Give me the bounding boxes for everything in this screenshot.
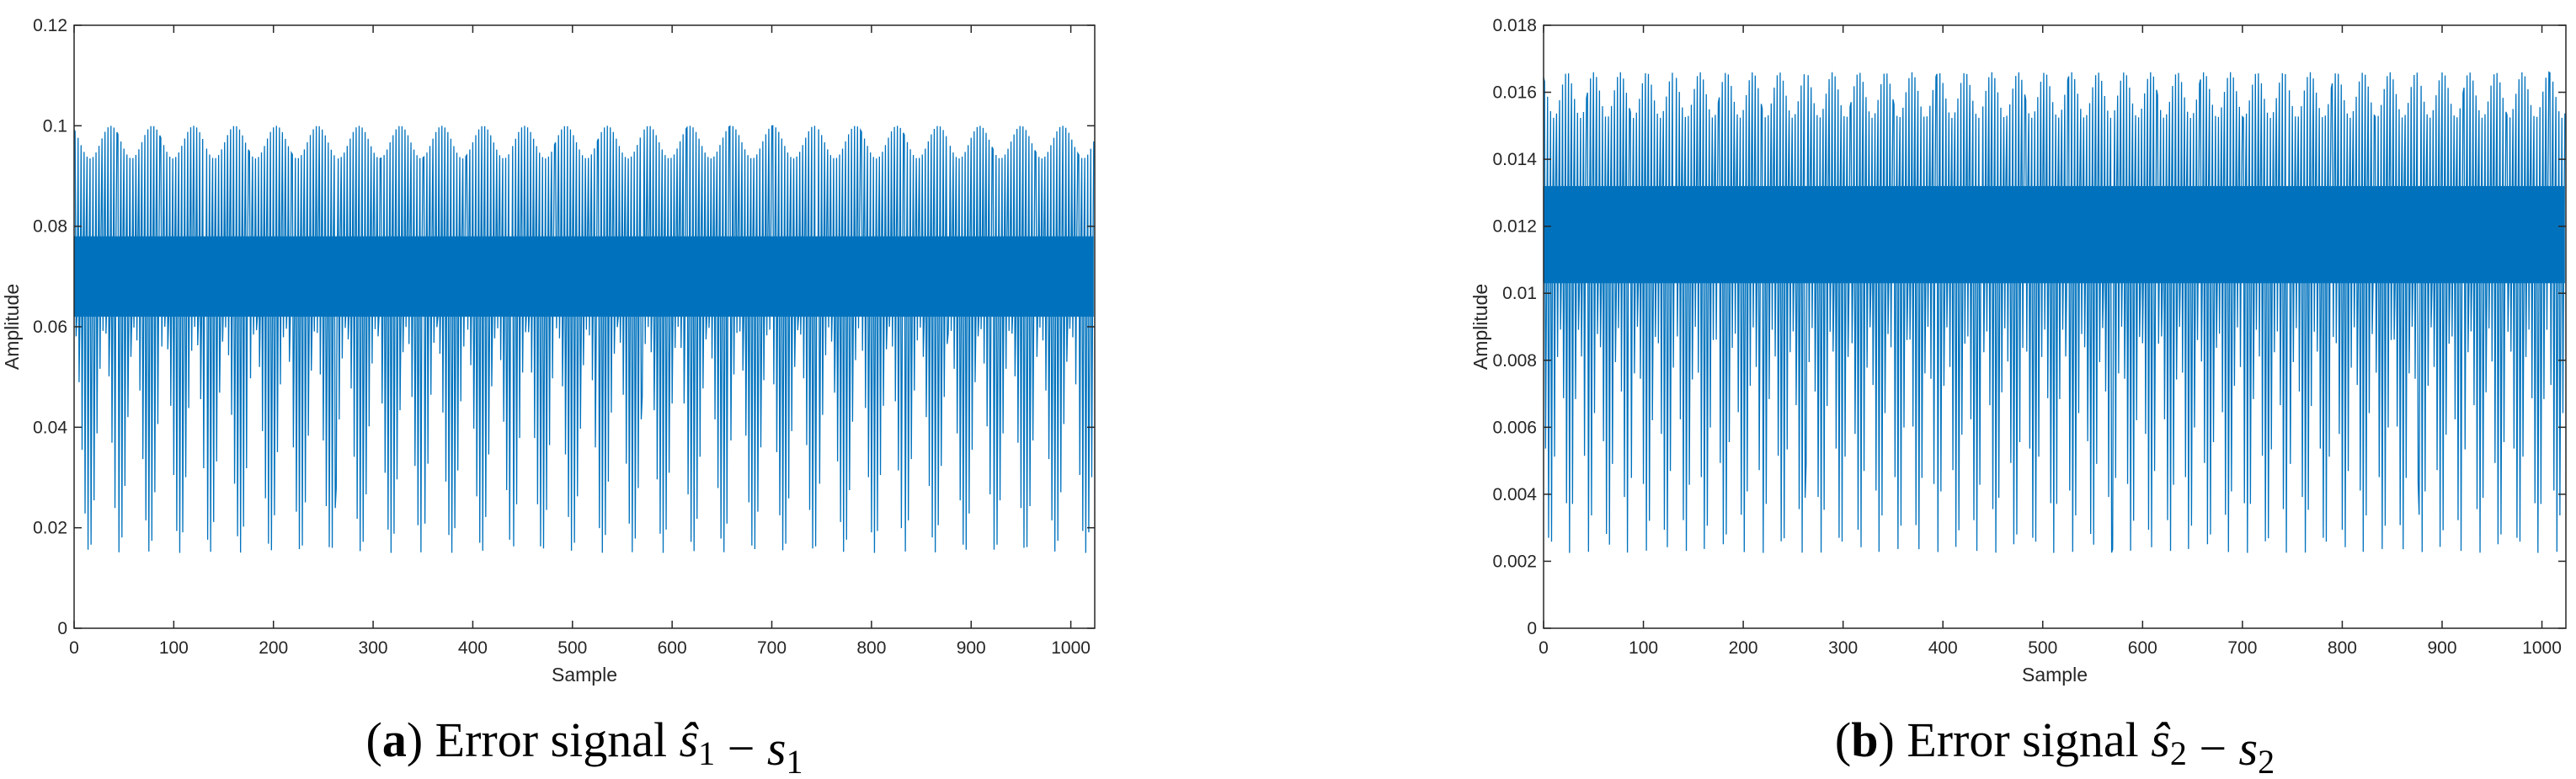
y-tick-label: 0.04 <box>33 418 67 437</box>
x-tick-label: 400 <box>458 638 488 658</box>
x-tick-label: 900 <box>957 638 986 658</box>
x-tick-label: 0 <box>1539 638 1549 658</box>
panel-caption: (a) Error signal ŝ1 − s1 <box>366 712 803 779</box>
y-tick-label: 0.02 <box>33 519 67 538</box>
caption-var: s <box>767 721 787 776</box>
y-tick-label: 0.016 <box>1492 83 1537 103</box>
caption-close: ) <box>407 712 423 767</box>
caption-var-sub: 1 <box>786 743 803 779</box>
caption-open: ( <box>366 712 382 767</box>
x-tick-label: 200 <box>1729 638 1758 658</box>
x-tick-label: 700 <box>757 638 787 658</box>
x-tick-label: 0 <box>69 638 79 658</box>
y-tick-label: 0.1 <box>43 116 67 136</box>
y-tick-label: 0 <box>57 619 67 638</box>
x-axis-label: Sample <box>2022 664 2088 686</box>
x-tick-label: 500 <box>2028 638 2057 658</box>
y-tick-label: 0.018 <box>1492 16 1537 35</box>
x-tick-label: 1000 <box>2522 638 2562 658</box>
panel-caption: (b) Error signal ŝ2 − s2 <box>1835 712 2275 779</box>
y-tick-label: 0.008 <box>1492 351 1537 371</box>
caption-minus: − <box>2199 721 2227 776</box>
caption-hat-var: ŝ <box>2151 712 2171 767</box>
caption-letter: b <box>1851 712 1878 767</box>
caption-minus: − <box>728 721 755 776</box>
x-tick-label: 800 <box>856 638 886 658</box>
caption-hat-sub: 1 <box>698 734 715 772</box>
caption-open: ( <box>1835 712 1851 767</box>
series-line <box>74 125 1095 553</box>
caption-hat-var: ŝ <box>680 712 700 767</box>
caption-letter: a <box>382 712 407 767</box>
y-tick-label: 0.014 <box>1492 150 1537 169</box>
y-tick-label: 0.12 <box>33 16 67 35</box>
x-tick-label: 1000 <box>1051 638 1091 658</box>
x-tick-label: 100 <box>159 638 189 658</box>
x-tick-label: 300 <box>359 638 388 658</box>
caption-text: Error signal <box>435 712 667 767</box>
axes-box <box>1543 24 2567 629</box>
x-axis-label: Sample <box>552 664 617 686</box>
y-tick-label: 0.06 <box>33 317 67 337</box>
x-tick-label: 700 <box>2227 638 2257 658</box>
y-tick-label: 0.006 <box>1492 418 1537 437</box>
y-tick-label: 0.08 <box>33 217 67 237</box>
y-tick-label: 0.004 <box>1492 485 1537 504</box>
y-tick-label: 0.012 <box>1492 217 1537 237</box>
caption-close: ) <box>1878 712 1894 767</box>
y-tick-label: 0 <box>1527 619 1537 638</box>
chart-panel-a: 0 100 200 300 400 500 600 700 800 900 1000 0 0.02 0.0… <box>1 16 1096 779</box>
x-tick-label: 500 <box>557 638 587 658</box>
y-tick-label: 0.01 <box>1502 284 1537 303</box>
x-tick-label: 800 <box>2328 638 2357 658</box>
caption-hat-sub: 2 <box>2170 734 2187 772</box>
x-tick-label: 600 <box>658 638 687 658</box>
x-tick-label: 200 <box>259 638 288 658</box>
chart-panel-b: 0 100 200 300 400 500 600 700 800 900 1000 0 0.002 0.… <box>1469 16 2567 779</box>
y-tick-label: 0.002 <box>1492 552 1537 571</box>
y-axis-label: Amplitude <box>1 284 23 370</box>
caption-var: s <box>2239 721 2259 776</box>
x-tick-label: 900 <box>2427 638 2456 658</box>
y-axis-label: Amplitude <box>1469 284 1491 370</box>
x-tick-label: 100 <box>1629 638 1658 658</box>
x-tick-label: 400 <box>1928 638 1958 658</box>
x-tick-label: 300 <box>1828 638 1858 658</box>
x-tick-label: 600 <box>2128 638 2157 658</box>
caption-text: Error signal <box>1907 712 2138 767</box>
caption-var-sub: 2 <box>2258 743 2275 779</box>
series-line <box>1544 71 2566 553</box>
